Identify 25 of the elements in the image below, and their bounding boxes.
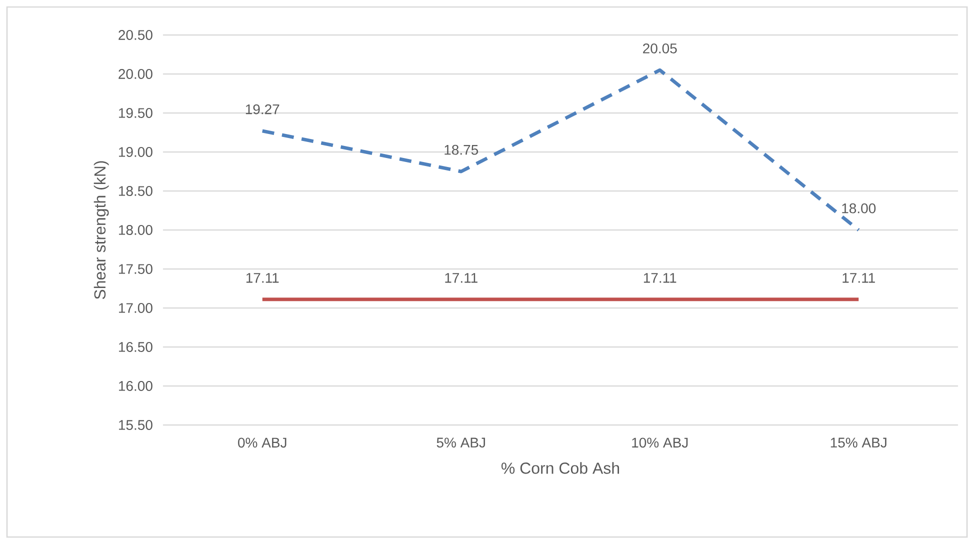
data-label: 18.00 (842, 203, 876, 214)
data-label: 19.27 (246, 104, 280, 114)
data-label: 17.11 (644, 273, 676, 283)
data-label: 17.11 (246, 273, 279, 283)
y-tick-label: 20.50 (118, 30, 152, 40)
y-tick-label: 16.00 (118, 381, 152, 391)
data-label: 17.11 (842, 273, 875, 283)
x-tick-label: 0% ABJ (238, 438, 286, 448)
data-label: 17.11 (445, 273, 478, 283)
x-tick-label: 5% ABJ (436, 438, 485, 448)
y-tick-label: 16.50 (118, 342, 152, 352)
data-label: 18.75 (444, 144, 478, 155)
y-tick-label: 18.50 (118, 186, 152, 196)
y-tick-label: 19.00 (118, 147, 152, 157)
x-tick-label: 15% ABJ (830, 438, 886, 448)
y-axis-title: Shear strength (kN) (94, 161, 109, 300)
y-tick-label: 17.00 (118, 303, 152, 313)
x-tick-label: 10% ABJ (632, 438, 688, 448)
data-label: 20.05 (643, 43, 677, 54)
y-tick-label: 15.50 (118, 420, 152, 430)
y-tick-label: 20.00 (118, 69, 152, 79)
x-axis-title: % Corn Cob Ash (501, 462, 620, 474)
y-tick-label: 17.50 (118, 264, 152, 274)
y-tick-label: 18.00 (118, 225, 152, 235)
y-tick-label: 19.50 (118, 108, 152, 118)
